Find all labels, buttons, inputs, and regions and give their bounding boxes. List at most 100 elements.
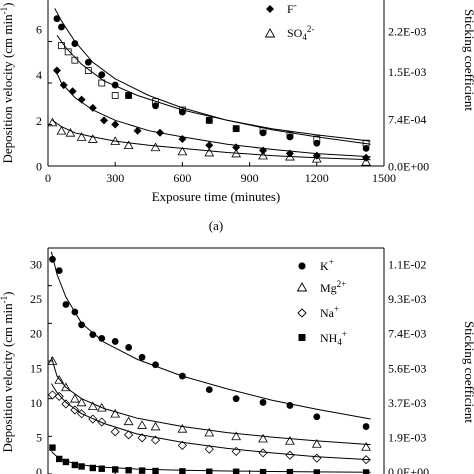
data-point	[258, 433, 268, 443]
data-point	[71, 308, 79, 316]
data-point	[52, 66, 61, 75]
data-point	[112, 466, 119, 473]
data-point	[84, 58, 92, 66]
data-point	[205, 116, 213, 124]
data-point	[69, 393, 80, 403]
y-tick-label: 25	[30, 292, 42, 306]
legend-label: F-	[287, 0, 297, 16]
data-point	[49, 255, 56, 263]
y2-tick-label: 1.1E-02	[388, 258, 426, 272]
data-point	[61, 382, 71, 392]
legend-marker-diamond	[297, 308, 307, 318]
data-point	[259, 127, 267, 135]
data-point	[111, 338, 119, 345]
data-point	[313, 469, 320, 474]
fit-line	[56, 35, 371, 142]
data-point	[78, 463, 85, 470]
data-point	[231, 446, 241, 456]
y-tick-label: 0	[36, 160, 42, 174]
data-point	[311, 439, 322, 448]
data-point	[47, 356, 58, 365]
data-point	[232, 143, 241, 152]
data-point	[232, 125, 240, 133]
x-tick-label: 1200	[305, 171, 329, 185]
data-point	[232, 125, 240, 133]
x-tick-label: 600	[173, 171, 191, 185]
data-point	[54, 391, 64, 401]
data-point	[47, 117, 58, 127]
data-point	[285, 436, 295, 445]
data-point	[89, 331, 97, 339]
data-point	[53, 15, 61, 23]
data-point	[110, 427, 120, 437]
y2-tick-label: 2.2E-03	[388, 25, 426, 39]
data-point	[312, 453, 322, 463]
data-point	[47, 390, 58, 400]
data-point	[61, 399, 71, 409]
y2-tick-label: 5.6E-03	[388, 361, 426, 375]
y-axis-label: Deposition velocity (cm min-1)	[0, 3, 15, 164]
data-point	[286, 133, 294, 141]
data-point	[49, 444, 56, 451]
legend-label: NH4+	[320, 329, 347, 347]
y2-axis-label: Sticking coefficient	[462, 321, 474, 423]
data-point	[123, 140, 134, 150]
data-point	[205, 386, 213, 394]
y2-axis-label: Sticking coefficient	[462, 9, 474, 111]
legend-marker-triangle	[264, 28, 276, 38]
data-point	[58, 23, 65, 31]
data-point	[286, 131, 294, 139]
data-point	[312, 151, 321, 160]
y2-tick-label: 1.9E-03	[388, 430, 426, 444]
legend-label: Na+	[320, 304, 339, 320]
data-point	[70, 405, 80, 415]
data-point	[124, 430, 134, 440]
y-tick-label: 4	[36, 68, 42, 82]
data-point	[137, 420, 147, 429]
data-point	[152, 98, 159, 106]
data-point	[177, 146, 188, 156]
data-point	[361, 157, 371, 166]
legend: K+ Mg2+ Na+ NH4+	[296, 257, 347, 347]
data-point	[76, 132, 87, 141]
data-point	[204, 147, 215, 157]
panel-a-plot-area	[47, 8, 371, 166]
y-tick-label: 20	[30, 327, 42, 341]
data-point	[232, 468, 240, 474]
data-point	[259, 146, 268, 155]
panel-b-y-tick-labels: 0 5 10 15 20 25 30	[30, 258, 42, 474]
legend-marker-diamond	[266, 5, 274, 13]
data-point	[98, 79, 106, 87]
data-point	[179, 372, 186, 380]
data-point	[111, 120, 120, 129]
legend: F- SO42-	[264, 0, 314, 42]
data-point	[152, 467, 159, 474]
data-point	[232, 395, 240, 403]
y2-tick-label: 0.0E+00	[388, 465, 429, 474]
x-tick-label: 0	[45, 171, 51, 185]
legend-label: SO42-	[287, 24, 314, 42]
data-point	[59, 81, 68, 90]
fit-line	[50, 251, 371, 420]
data-point	[178, 106, 186, 114]
data-point	[258, 448, 268, 458]
panel-b: 0 5 10 15 20 25 30 0.0E+00 1.9E-03 3.7E-…	[0, 247, 474, 474]
legend-marker-square	[298, 334, 306, 341]
data-point	[286, 468, 294, 474]
data-point	[77, 409, 87, 419]
data-point	[137, 433, 147, 443]
data-point	[56, 125, 67, 135]
fit-line	[54, 68, 371, 158]
data-point	[361, 442, 371, 451]
data-point	[71, 56, 79, 64]
data-point	[258, 150, 268, 160]
y-tick-label: 5	[36, 430, 42, 444]
data-point	[71, 40, 79, 47]
data-point	[204, 444, 214, 454]
y2-tick-label: 1.5E-03	[388, 65, 426, 79]
data-point	[97, 417, 107, 427]
data-point	[361, 455, 371, 465]
data-point	[285, 450, 295, 460]
data-point	[89, 464, 96, 472]
data-point	[204, 427, 215, 437]
